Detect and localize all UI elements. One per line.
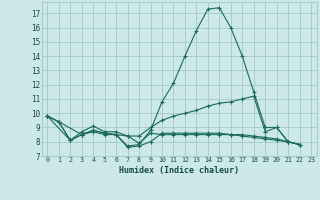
X-axis label: Humidex (Indice chaleur): Humidex (Indice chaleur) bbox=[119, 166, 239, 175]
